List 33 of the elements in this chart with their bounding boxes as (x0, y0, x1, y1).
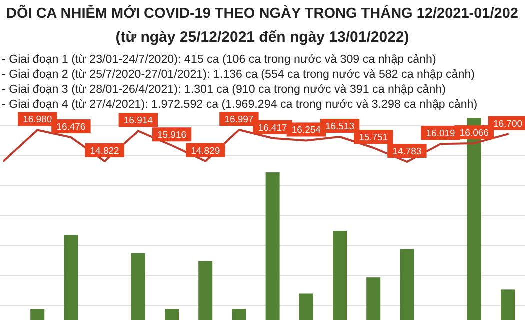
bar (131, 253, 146, 320)
data-label: 16.019 (426, 128, 456, 140)
bar (232, 309, 246, 320)
bar (165, 309, 179, 320)
chart-title: DÕI CA NHIỄM MỚI COVID-19 THEO NGÀY TRONG THÁNG 12/2021-01/202 (6, 5, 518, 22)
data-label: 16.066 (460, 128, 489, 139)
bar (30, 309, 45, 320)
bar (299, 294, 314, 320)
data-label: 14.783 (392, 146, 422, 158)
data-label: 14.822 (90, 146, 120, 157)
bar (333, 231, 347, 320)
data-label: 16.997 (224, 114, 254, 126)
data-label: 16.980 (23, 114, 52, 126)
bar (400, 249, 414, 320)
text: - Giai đoạn 3 (từ 28/01-26/4/2021): 1.301 ca (910 ca trong nước và 391 ca nhập cảnh) (2, 83, 446, 96)
text: - Giai đoạn 1 (từ 23/01-24/7/2020): 415 ca (106 ca trong nước và 309 ca nhập cảnh) (2, 53, 436, 66)
chart-subtitle: (từ ngày 25/12/2021 đến ngày 13/01/2022) (116, 29, 410, 46)
bar (266, 172, 280, 320)
data-label: 16.254 (292, 125, 321, 136)
data-label: 15.751 (359, 132, 388, 144)
bar (501, 290, 515, 320)
text: - Giai đoạn 2 (từ 25/7/2020-27/01/2021): 1.136 ca (554 ca trong nước và 582 ca nhập cảnh) (2, 68, 476, 81)
data-label: 14.829 (191, 146, 220, 157)
data-label: 16.700 (493, 118, 523, 130)
text: - Giai đoạn 4 (từ 27/4/2021): 1.972.592 ca (1.969.294 ca trong nước và 3.298 ca nhập cảnh) (2, 98, 478, 111)
data-label: 16.417 (258, 122, 288, 134)
data-label: 16.476 (56, 122, 86, 134)
data-label: 16.513 (325, 121, 355, 132)
data-label: 16.914 (124, 116, 153, 127)
data-label: 15.916 (157, 130, 187, 142)
bar (366, 278, 381, 320)
bar (64, 235, 78, 320)
bar (198, 261, 213, 320)
